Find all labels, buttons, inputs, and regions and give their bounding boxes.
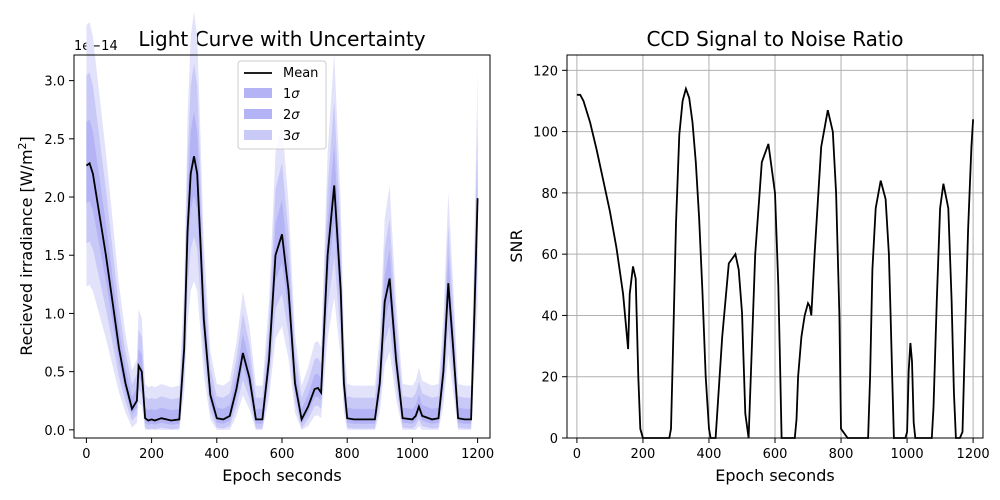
legend-2sigma-base: 2 bbox=[283, 108, 291, 123]
legend-2sigma-swatch bbox=[244, 109, 272, 119]
right-x-tick-label: 200 bbox=[631, 447, 656, 462]
left-x-tick-label: 800 bbox=[335, 447, 360, 462]
left-offset-base: 1e bbox=[74, 39, 90, 54]
left-x-tick-label: 1200 bbox=[461, 447, 494, 462]
right-y-tick-label: 80 bbox=[541, 187, 558, 202]
legend-3sigma-swatch bbox=[244, 130, 272, 140]
left-x-tick-label: 0 bbox=[82, 447, 90, 462]
right-chart-title: CCD Signal to Noise Ratio bbox=[646, 27, 903, 51]
legend-3sigma-label: 3σ bbox=[283, 129, 300, 144]
right-x-tick-label: 1000 bbox=[891, 447, 924, 462]
legend-1sigma-swatch bbox=[244, 88, 272, 98]
right-x-tick-label: 600 bbox=[763, 447, 788, 462]
right-y-tick-label: 20 bbox=[541, 371, 558, 386]
right-x-ticks: 0 200 400 600 800 1000 1200 bbox=[573, 438, 990, 462]
left-y-tick-label: 1.0 bbox=[44, 307, 65, 322]
left-chart-title: Light Curve with Uncertainty bbox=[138, 27, 425, 51]
right-x-axis-title: Epoch seconds bbox=[715, 466, 834, 485]
right-y-tick-label: 0 bbox=[550, 432, 558, 447]
legend-item-1sigma: 1σ bbox=[244, 87, 300, 102]
right-panel: CCD Signal to Noise Ratio 0 200 400 600 800 1… bbox=[507, 27, 990, 485]
left-x-ticks: 0 200 400 600 800 1000 1200 bbox=[82, 438, 494, 462]
left-y-axis-title-main: Recieved irradiance [W/m bbox=[17, 149, 36, 355]
left-x-tick-label: 600 bbox=[270, 447, 295, 462]
left-y-axis-title: Recieved irradiance [W/m2] bbox=[16, 136, 36, 356]
right-x-tick-label: 800 bbox=[829, 447, 854, 462]
legend-box bbox=[237, 60, 327, 150]
right-y-tick-label: 100 bbox=[533, 126, 558, 141]
left-y-tick-label: 2.5 bbox=[44, 133, 65, 148]
legend-1sigma-base: 1 bbox=[283, 87, 291, 102]
left-x-tick-label: 200 bbox=[139, 447, 164, 462]
legend-1sigma-symbol: σ bbox=[291, 87, 300, 102]
left-panel: Light Curve with Uncertainty 1e−14 0 200 4… bbox=[16, 12, 494, 485]
legend-item-mean: Mean bbox=[244, 66, 318, 81]
legend-3sigma-symbol: σ bbox=[291, 129, 300, 144]
left-x-tick-label: 400 bbox=[204, 447, 229, 462]
left-y-tick-label: 3.0 bbox=[44, 75, 65, 90]
right-y-tick-label: 40 bbox=[541, 309, 558, 324]
left-x-tick-label: 1000 bbox=[396, 447, 429, 462]
left-y-tick-label: 0.5 bbox=[44, 366, 65, 381]
legend-3sigma-base: 3 bbox=[283, 129, 291, 144]
legend-2sigma-symbol: σ bbox=[291, 108, 300, 123]
legend-item-3sigma: 3σ bbox=[244, 129, 300, 144]
legend-1sigma-label: 1σ bbox=[283, 87, 300, 102]
legend: Mean 1σ 2σ 3σ bbox=[237, 60, 327, 150]
right-y-tick-label: 60 bbox=[541, 248, 558, 263]
right-y-tick-label: 120 bbox=[533, 64, 558, 79]
right-x-tick-label: 400 bbox=[697, 447, 722, 462]
left-offset-text: 1e−14 bbox=[74, 39, 118, 54]
left-y-tick-label: 0.0 bbox=[44, 424, 65, 439]
left-y-tick-label: 2.0 bbox=[44, 191, 65, 206]
left-x-axis-title: Epoch seconds bbox=[222, 466, 341, 485]
left-y-tick-label: 1.5 bbox=[44, 249, 65, 264]
legend-item-2sigma: 2σ bbox=[244, 108, 300, 123]
right-x-tick-label: 1200 bbox=[957, 447, 990, 462]
legend-2sigma-label: 2σ bbox=[283, 108, 300, 123]
legend-mean-label: Mean bbox=[283, 66, 318, 81]
mean-line bbox=[85, 156, 479, 423]
left-y-axis-title-end: ] bbox=[17, 136, 36, 142]
right-y-ticks: 0 20 40 60 80 100 120 bbox=[533, 64, 567, 447]
left-y-ticks: 0.0 0.5 1.0 1.5 2.0 2.5 3.0 bbox=[44, 75, 74, 439]
left-y-axis-title-sup: 2 bbox=[16, 142, 29, 149]
left-offset-exponent: −14 bbox=[90, 39, 117, 54]
right-x-tick-label: 0 bbox=[573, 447, 581, 462]
right-y-axis-title: SNR bbox=[507, 229, 526, 262]
